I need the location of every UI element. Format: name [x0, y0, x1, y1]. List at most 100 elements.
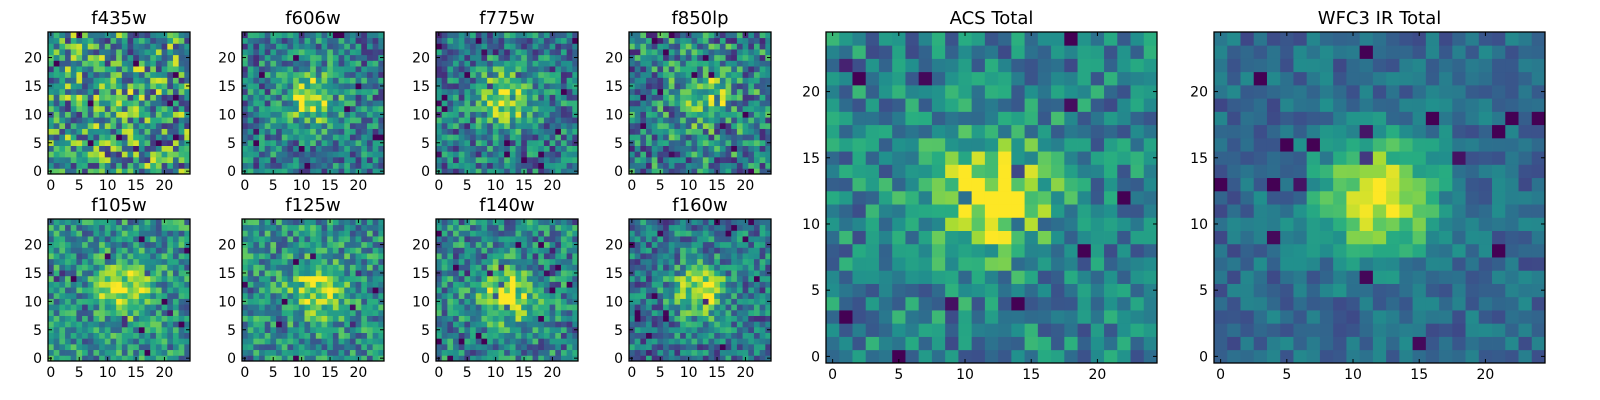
heatmap-cell	[714, 309, 721, 316]
heatmap-cell	[321, 94, 328, 101]
heatmap-cell	[555, 264, 562, 271]
heatmap-cell	[344, 236, 351, 243]
heatmap-cell	[242, 49, 249, 56]
heatmap-cell	[464, 304, 471, 311]
heatmap-cell	[736, 117, 743, 124]
heatmap-cell	[458, 298, 465, 305]
heatmap-cell	[640, 111, 647, 118]
heatmap-cell	[447, 151, 454, 158]
heatmap-cell	[310, 37, 317, 44]
heatmap-cell	[259, 338, 266, 345]
heatmap-cell	[748, 321, 755, 328]
heatmap-cell	[178, 32, 185, 39]
heatmap-cell	[327, 287, 334, 294]
heatmap-cell	[566, 349, 573, 356]
heatmap-cell	[470, 105, 477, 112]
heatmap-cell	[281, 298, 288, 305]
heatmap-cell	[99, 304, 106, 311]
heatmap-cell	[680, 309, 687, 316]
heatmap-cell	[765, 151, 772, 158]
heatmap-cell	[668, 122, 675, 129]
heatmap-cell	[116, 287, 123, 294]
heatmap-cell	[458, 60, 465, 67]
heatmap-cell	[697, 71, 704, 78]
heatmap-cell	[99, 105, 106, 112]
heatmap-cell	[447, 32, 454, 39]
heatmap-cell	[59, 270, 66, 277]
heatmap-cell	[521, 139, 528, 146]
heatmap-cell	[651, 270, 658, 277]
heatmap-cell	[332, 151, 339, 158]
heatmap-cell	[680, 145, 687, 152]
heatmap-cell	[144, 37, 151, 44]
heatmap-cell	[736, 60, 743, 67]
heatmap-cell	[178, 298, 185, 305]
heatmap-cell	[566, 219, 573, 226]
heatmap-cell	[742, 122, 749, 129]
heatmap-cell	[138, 60, 145, 67]
heatmap-cell	[59, 236, 66, 243]
heatmap-cell	[736, 100, 743, 107]
heatmap-cell	[372, 71, 379, 78]
heatmap-cell	[629, 94, 636, 101]
heatmap-cell	[372, 151, 379, 158]
heatmap-cell	[76, 275, 83, 282]
heatmap-cell	[144, 77, 151, 84]
heatmap-cell	[178, 151, 185, 158]
heatmap-cell	[543, 309, 550, 316]
heatmap-cell	[167, 66, 174, 73]
heatmap-cell	[48, 224, 55, 231]
heatmap-cell	[543, 94, 550, 101]
heatmap-cell	[321, 111, 328, 118]
heatmap-cell	[498, 83, 505, 90]
heatmap-cell	[82, 349, 89, 356]
heatmap-cell	[702, 122, 709, 129]
heatmap-cell	[121, 236, 128, 243]
heatmap-cell	[538, 77, 545, 84]
heatmap-cell	[70, 156, 77, 164]
heatmap-cell	[765, 94, 772, 101]
heatmap-cell	[481, 338, 488, 345]
heatmap-cell	[378, 134, 385, 141]
heatmap-cell	[538, 111, 545, 118]
heatmap-cell	[453, 258, 460, 265]
heatmap-cell	[634, 304, 641, 311]
heatmap-cell	[436, 304, 443, 311]
heatmap-cell	[657, 151, 664, 158]
heatmap-cell	[287, 298, 294, 305]
heatmap-cell	[458, 54, 465, 61]
heatmap-cell	[492, 321, 499, 328]
heatmap-cell	[293, 43, 300, 50]
heatmap-cell	[59, 247, 66, 254]
heatmap-cell	[731, 94, 738, 101]
heatmap-cell	[65, 349, 72, 356]
heatmap-cell	[526, 355, 533, 362]
heatmap-cell	[668, 343, 675, 351]
heatmap-cell	[293, 258, 300, 265]
heatmap-cell	[259, 219, 266, 226]
heatmap-cell	[253, 100, 260, 107]
heatmap-cell	[184, 162, 191, 169]
heatmap-cell	[70, 134, 77, 141]
heatmap-cell	[441, 60, 448, 67]
heatmap-cell	[247, 100, 254, 107]
heatmap-cell	[304, 275, 311, 282]
heatmap-cell	[765, 77, 772, 84]
heatmap-cell	[366, 349, 374, 356]
heatmap-cell	[264, 236, 271, 243]
heatmap-cell	[504, 94, 511, 101]
heatmap-cell	[759, 287, 766, 294]
heatmap-cell	[242, 60, 249, 67]
heatmap-cell	[560, 258, 568, 265]
heatmap-cell	[53, 304, 60, 311]
heatmap-cell	[344, 122, 351, 129]
heatmap-cell	[538, 145, 545, 152]
heatmap-cell	[549, 258, 556, 265]
heatmap-cell	[657, 122, 664, 129]
heatmap-cell	[492, 230, 499, 237]
heatmap-cell	[93, 122, 100, 129]
heatmap-cell	[138, 111, 145, 118]
heatmap-cell	[53, 270, 60, 277]
y-tick-label: 0	[33, 164, 42, 180]
heatmap-cell	[270, 321, 277, 328]
